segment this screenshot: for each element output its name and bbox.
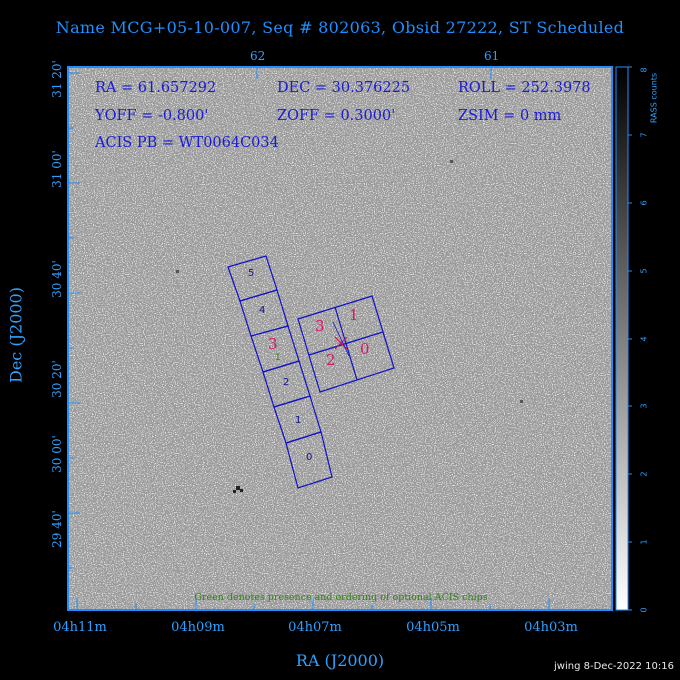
cbar-tick-0: 0 [639,607,649,613]
cbar-tick-8: 8 [639,67,649,73]
acis-i-label-1: 1 [349,306,359,324]
ra-tick-4: 04h05m [406,620,460,635]
ra-tick-5: 04h03m [524,620,578,635]
footer-stamp: jwing 8-Dec-2022 10:16 [554,661,674,672]
ra-tick-1: 04h11m [53,620,107,635]
acis-i-outline [297,295,395,393]
colorbar-label: RASS counts [649,72,659,124]
acis-s-label-5: 5 [248,268,255,279]
info-dec: DEC = 30.376225 [277,80,411,96]
cbar-tick-4: 4 [639,336,649,342]
dec-tick-6: 29 40' [50,510,64,548]
frame-minor-ticks [68,127,491,610]
acis-i-array [297,295,395,393]
acis-s-label-4: 4 [259,305,266,316]
ra-tick-3: 04h07m [288,620,342,635]
acis-s-chip-0 [285,431,333,489]
plot-title: Name MCG+05-10-007, Seq # 802063, Obsid … [55,18,625,37]
info-zsim: ZSIM = 0 mm [458,108,562,124]
info-acis: ACIS PB = WT0064C034 [95,135,279,151]
dec-tick-1: 31 20' [50,60,64,98]
image-noise [68,67,612,610]
cbar-tick-3: 3 [639,403,649,409]
dec-tick-3: 30 40' [50,260,64,298]
acis-s-optional-label: 1 [275,353,281,363]
info-roll: ROLL = 252.3978 [458,80,591,96]
acis-s-label-2: 2 [283,377,290,388]
acis-s-array [227,255,333,489]
frame-ticks [68,67,550,610]
acis-s-label-3: 3 [268,335,278,353]
cbar-tick-5: 5 [639,268,649,274]
cbar-tick-6: 6 [639,200,649,206]
ra-tick-2: 04h09m [171,620,225,635]
pointing-marker [332,321,350,357]
cbar-tick-7: 7 [639,132,649,138]
colorbar-ticks [628,66,632,611]
optional-chips-note: Green denotes presence and ordering of o… [194,592,488,603]
info-zoff: ZOFF = 0.3000' [277,108,396,124]
dec-tick-2: 31 00' [50,150,64,188]
top-tick-61: 61 [484,49,500,63]
acis-i-label-2: 2 [326,351,336,369]
dec-axis-label: Dec (J2000) [6,287,26,383]
dec-tick-5: 30 00' [50,435,64,473]
ra-axis-label: RA (J2000) [295,651,385,670]
plot-frame [67,66,613,611]
acis-s-label-0: 0 [306,452,313,463]
bright-sources [176,160,523,493]
acis-s-label-1: 1 [295,415,302,426]
cbar-tick-2: 2 [639,471,649,477]
cbar-tick-1: 1 [639,539,649,545]
acis-i-label-0: 0 [360,340,370,358]
top-tick-62: 62 [250,49,266,63]
info-ra: RA = 61.657292 [95,80,217,96]
dec-tick-4: 30 20' [50,360,64,398]
colorbar [615,66,629,611]
acis-i-label-3: 3 [315,317,325,335]
info-yoff: YOFF = -0.800' [95,108,209,124]
